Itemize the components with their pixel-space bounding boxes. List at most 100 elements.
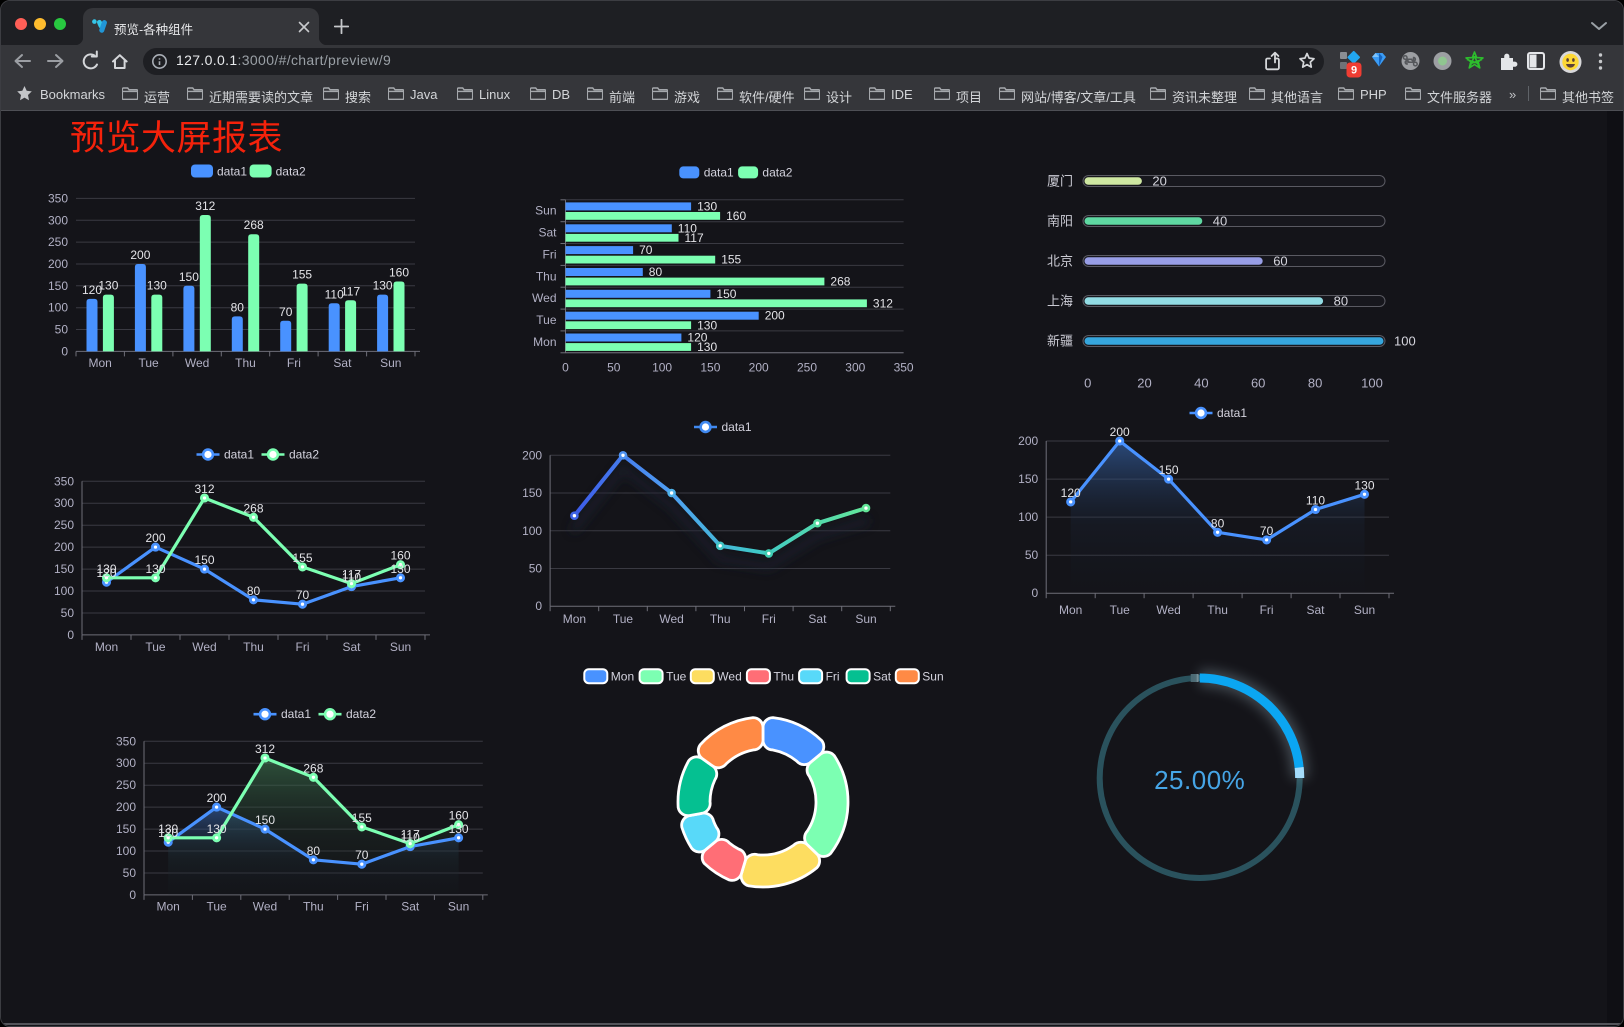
svg-text:200: 200 [749,361,769,375]
svg-text:150: 150 [700,361,720,375]
svg-text:350: 350 [48,191,68,205]
svg-text:120: 120 [687,331,707,345]
svg-text:268: 268 [243,501,263,515]
svg-text:Sat: Sat [401,900,420,914]
svg-text:50: 50 [529,562,543,576]
svg-text:Sat: Sat [342,640,361,654]
svg-text:70: 70 [1260,524,1274,538]
svg-text:Fri: Fri [287,356,301,370]
svg-text:120: 120 [1061,486,1081,500]
svg-text:data2: data2 [762,166,792,180]
svg-text:0: 0 [1032,586,1039,600]
svg-text:130: 130 [390,562,410,576]
svg-text:Wed: Wed [532,291,556,305]
svg-text:110: 110 [401,831,420,845]
svg-text:130: 130 [158,822,178,836]
svg-text:50: 50 [55,323,69,337]
svg-text:100: 100 [116,844,136,858]
svg-text:Tue: Tue [613,612,634,626]
svg-text:data2: data2 [289,448,319,462]
svg-text:Thu: Thu [1207,603,1228,617]
svg-text:Sun: Sun [390,640,411,654]
svg-text:data1: data1 [1217,406,1247,420]
svg-text:250: 250 [116,778,136,792]
svg-text:155: 155 [292,551,312,565]
svg-text:200: 200 [54,540,74,554]
svg-text:data1: data1 [217,165,247,179]
svg-text:data1: data1 [704,166,734,180]
svg-text:data2: data2 [276,165,306,179]
svg-text:Wed: Wed [717,669,741,683]
svg-text:Tue: Tue [666,669,687,683]
svg-text:Sun: Sun [922,669,943,683]
svg-text:Sun: Sun [535,204,556,218]
svg-text:Mon: Mon [157,900,180,914]
svg-text:80: 80 [247,584,261,598]
svg-text:130: 130 [697,199,717,213]
svg-text:130: 130 [98,279,118,293]
svg-text:268: 268 [830,275,850,289]
svg-text:80: 80 [307,844,321,858]
svg-text:北京: 北京 [1047,254,1073,269]
svg-text:350: 350 [894,361,914,375]
svg-text:80: 80 [1211,516,1225,530]
svg-text:Fri: Fri [296,640,310,654]
svg-text:data1: data1 [722,420,752,434]
svg-text:data2: data2 [346,707,376,721]
svg-text:南阳: 南阳 [1047,214,1073,229]
svg-text:100: 100 [48,301,68,315]
svg-text:312: 312 [194,482,214,496]
svg-text:70: 70 [639,243,653,257]
svg-text:80: 80 [231,300,245,314]
svg-text:155: 155 [352,811,372,825]
svg-text:200: 200 [116,800,136,814]
svg-text:Thu: Thu [235,356,256,370]
svg-text:Mon: Mon [1059,603,1082,617]
svg-text:Mon: Mon [563,612,586,626]
svg-text:312: 312 [873,296,893,310]
svg-text:200: 200 [48,257,68,271]
svg-text:160: 160 [390,549,410,563]
svg-text:Tue: Tue [145,640,166,654]
svg-text:130: 130 [1354,478,1374,492]
svg-text:Sat: Sat [1306,603,1325,617]
svg-text:Sat: Sat [333,356,352,370]
svg-text:Fri: Fri [355,900,369,914]
svg-text:Mon: Mon [533,335,556,349]
svg-text:20: 20 [1152,174,1166,189]
svg-text:Tue: Tue [206,900,227,914]
svg-text:80: 80 [649,265,663,279]
svg-text:250: 250 [48,235,68,249]
svg-text:Tue: Tue [536,313,557,327]
svg-text:厦门: 厦门 [1047,174,1073,189]
svg-text:155: 155 [721,253,741,267]
svg-text:Thu: Thu [710,612,731,626]
svg-text:70: 70 [355,848,369,862]
svg-text:0: 0 [562,361,569,375]
svg-text:100: 100 [54,584,74,598]
svg-text:110: 110 [342,571,361,585]
svg-text:100: 100 [652,361,672,375]
svg-text:100: 100 [1394,334,1416,349]
svg-text:150: 150 [255,813,275,827]
svg-text:130: 130 [207,822,227,836]
svg-text:0: 0 [535,599,542,613]
svg-text:0: 0 [129,888,136,902]
svg-text:150: 150 [194,553,214,567]
svg-text:50: 50 [123,866,137,880]
svg-text:60: 60 [1273,254,1287,269]
svg-text:50: 50 [1025,548,1039,562]
svg-text:155: 155 [292,268,312,282]
svg-text:Tue: Tue [138,356,159,370]
svg-text:120: 120 [82,283,102,297]
svg-text:110: 110 [325,287,344,301]
svg-text:40: 40 [1213,214,1227,229]
svg-text:150: 150 [1159,463,1179,477]
svg-text:Fri: Fri [762,612,776,626]
svg-text:312: 312 [255,742,275,756]
svg-text:Mon: Mon [95,640,118,654]
svg-text:Mon: Mon [611,669,634,683]
svg-text:Fri: Fri [543,247,557,261]
svg-text:130: 130 [147,279,167,293]
svg-text:70: 70 [296,588,310,602]
